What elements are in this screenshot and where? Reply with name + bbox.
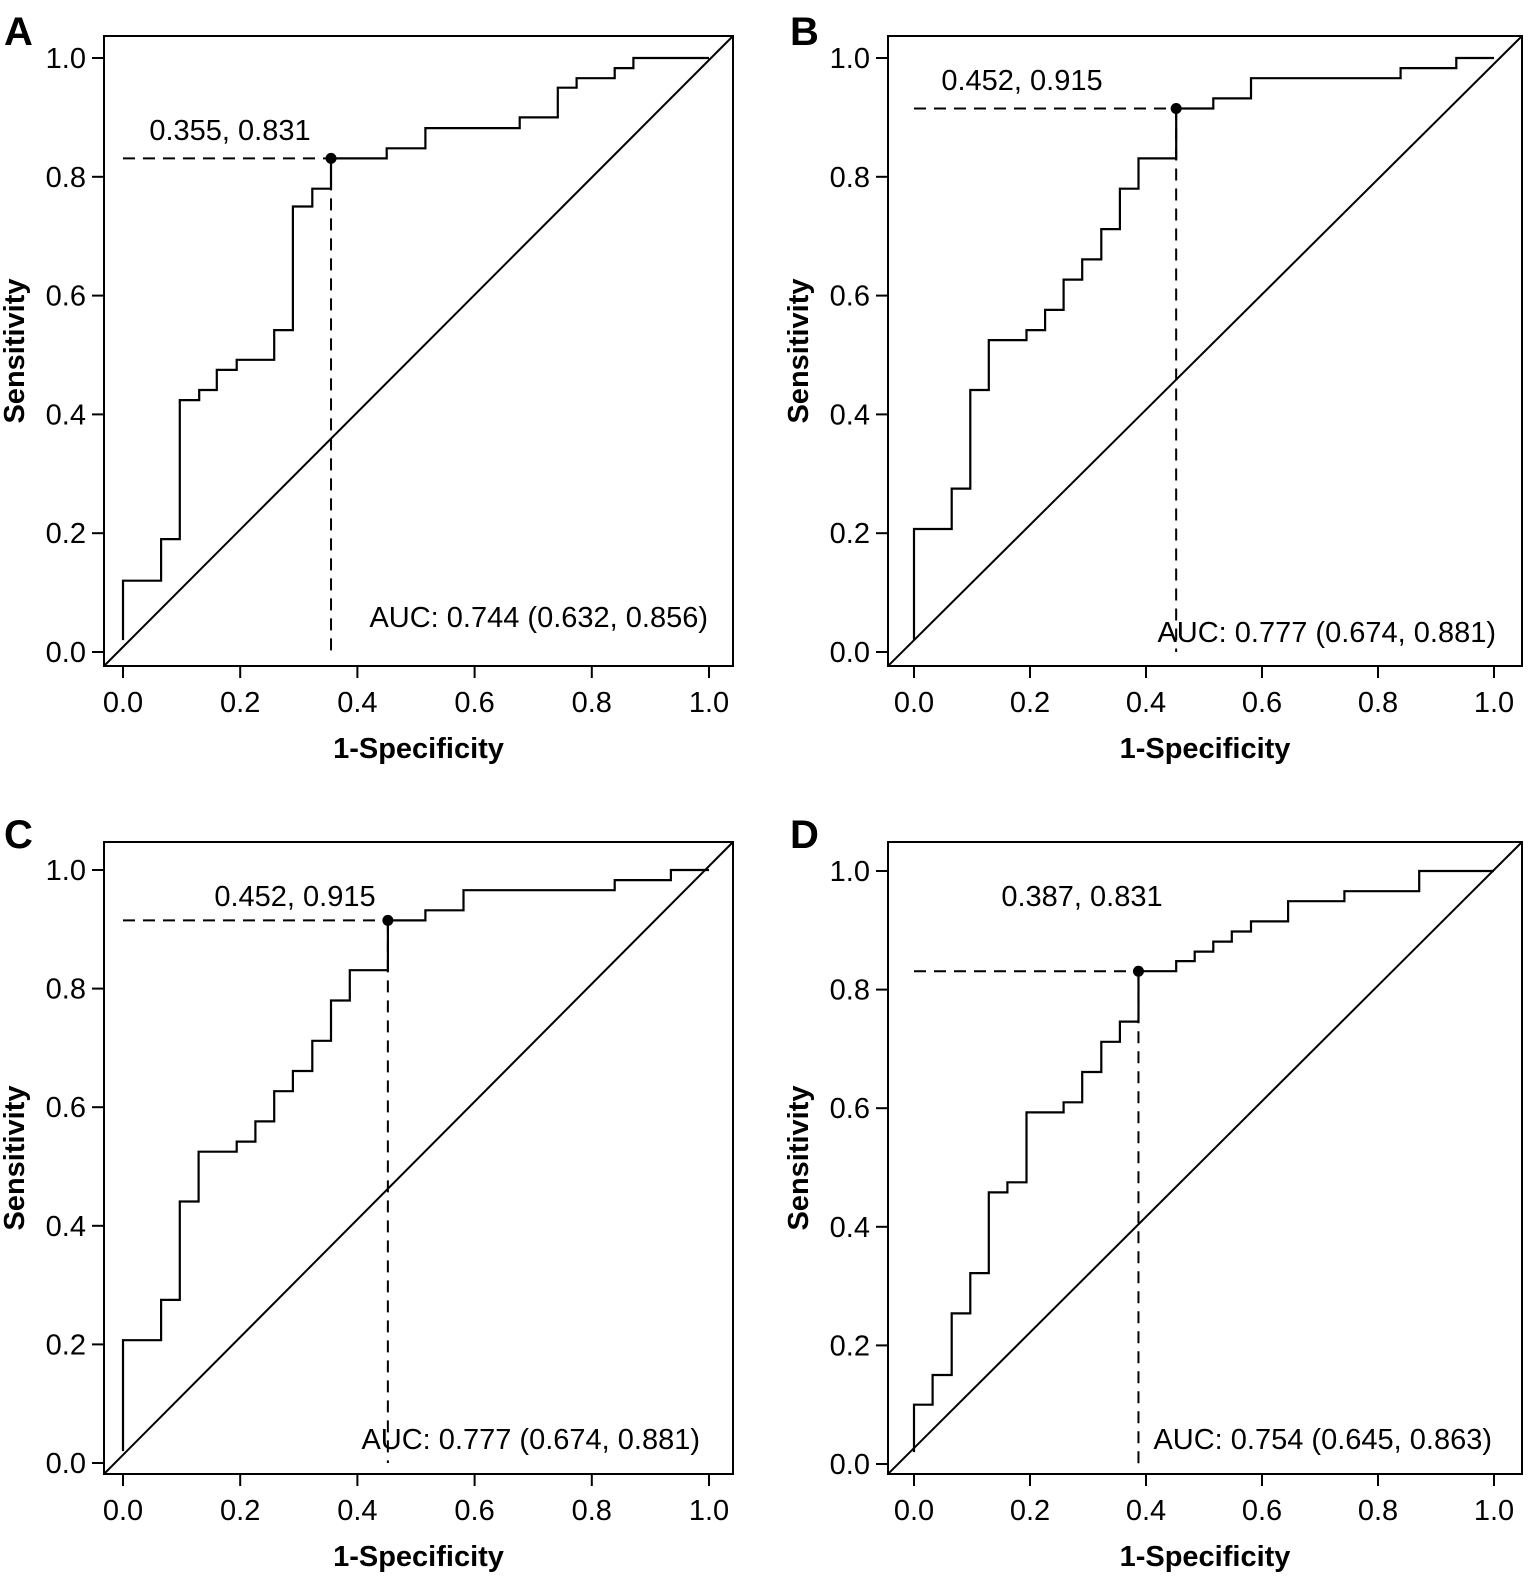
y-tick-label: 0.2 bbox=[830, 1330, 870, 1362]
plot-frame bbox=[887, 841, 1523, 1475]
x-tick-label: 0.6 bbox=[454, 687, 494, 719]
roc-curve bbox=[912, 869, 1494, 1453]
x-axis-title: 1-Specificity bbox=[333, 733, 504, 765]
reference-diagonal bbox=[103, 35, 734, 667]
y-tick-label: 1.0 bbox=[46, 855, 86, 887]
reference-diagonal bbox=[887, 841, 1523, 1475]
cutoff-label: 0.387, 0.831 bbox=[1001, 881, 1162, 913]
x-tick-label: 0.4 bbox=[337, 1495, 377, 1527]
cutoff-point bbox=[325, 152, 337, 164]
x-tick-label: 0.2 bbox=[220, 1495, 260, 1527]
x-tick-label: 0.0 bbox=[103, 687, 143, 719]
y-tick-label: 0.0 bbox=[46, 1448, 86, 1480]
x-axis-title: 1-Specificity bbox=[1120, 1541, 1291, 1573]
x-tick-label: 0.4 bbox=[337, 687, 377, 719]
x-tick-label: 0.0 bbox=[894, 1495, 934, 1527]
plot-frame bbox=[103, 841, 734, 1475]
y-tick-label: 0.6 bbox=[830, 281, 870, 313]
x-axis-title: 1-Specificity bbox=[333, 1541, 504, 1573]
y-tick-label: 0.8 bbox=[46, 162, 86, 194]
y-tick-label: 0.4 bbox=[830, 1212, 870, 1244]
roc-panel-b: B 0.0 0.2 0.4 0.6 0.8 1.0 0.0 0.2 0.4 0.6 0.8 1.0 1-S… bbox=[783, 10, 1523, 765]
x-tick-label: 1.0 bbox=[1474, 687, 1514, 719]
x-tick-label: 0.8 bbox=[1358, 687, 1398, 719]
y-tick-label: 1.0 bbox=[46, 43, 86, 75]
roc-curve bbox=[121, 56, 709, 641]
auc-label: AUC: 0.754 (0.645, 0.863) bbox=[1153, 1424, 1492, 1456]
auc-label: AUC: 0.777 (0.674, 0.881) bbox=[1157, 617, 1496, 649]
cutoff-point bbox=[1132, 965, 1144, 977]
x-tick-label: 0.4 bbox=[1126, 1495, 1166, 1527]
cutoff-label: 0.355, 0.831 bbox=[149, 115, 310, 147]
y-tick-label: 0.8 bbox=[830, 975, 870, 1007]
y-tick-label: 0.0 bbox=[830, 637, 870, 669]
y-tick-label: 0.6 bbox=[46, 1092, 86, 1124]
y-tick-label: 0.6 bbox=[46, 281, 86, 313]
y-axis-title: Sensitivity bbox=[783, 278, 815, 423]
y-tick-label: 1.0 bbox=[830, 43, 870, 75]
x-tick-label: 1.0 bbox=[689, 1495, 729, 1527]
roc-panel-d: D 0.0 0.2 0.4 0.6 0.8 1.0 0.0 0.2 0.4 0.6 0.8 1.0 1-S… bbox=[783, 813, 1523, 1573]
x-tick-label: 0.8 bbox=[1358, 1495, 1398, 1527]
x-tick-label: 0.8 bbox=[572, 687, 612, 719]
y-tick-label: 0.4 bbox=[46, 1211, 86, 1243]
cutoff-label: 0.452, 0.915 bbox=[941, 65, 1102, 97]
x-tick-label: 1.0 bbox=[1474, 1495, 1514, 1527]
cutoff-point bbox=[1170, 102, 1182, 114]
roc-curve bbox=[121, 868, 709, 1452]
panel-letter: C bbox=[4, 813, 33, 857]
y-tick-label: 0.8 bbox=[830, 162, 870, 194]
auc-label: AUC: 0.777 (0.674, 0.881) bbox=[361, 1424, 700, 1456]
y-tick-label: 0.0 bbox=[830, 1449, 870, 1481]
panel-letter: D bbox=[790, 813, 819, 857]
auc-label: AUC: 0.744 (0.632, 0.856) bbox=[369, 602, 708, 634]
reference-diagonal bbox=[887, 35, 1523, 667]
x-tick-label: 0.2 bbox=[1010, 687, 1050, 719]
roc-panel-c: C 0.0 0.2 0.4 0.6 0.8 1.0 0.0 0.2 0.4 0.6 0.8 1.0 1-S… bbox=[0, 813, 734, 1573]
x-tick-label: 0.2 bbox=[220, 687, 260, 719]
y-tick-label: 0.4 bbox=[46, 399, 86, 431]
y-tick-label: 0.2 bbox=[830, 518, 870, 550]
plot-frame bbox=[103, 35, 734, 667]
x-axis-title: 1-Specificity bbox=[1120, 733, 1291, 765]
roc-curve bbox=[912, 56, 1494, 641]
y-axis-title: Sensitivity bbox=[783, 1085, 815, 1230]
y-tick-label: 0.2 bbox=[46, 518, 86, 550]
x-tick-label: 0.6 bbox=[454, 1495, 494, 1527]
x-tick-label: 0.6 bbox=[1242, 687, 1282, 719]
y-axis-title: Sensitivity bbox=[0, 278, 31, 423]
y-tick-label: 0.6 bbox=[830, 1093, 870, 1125]
x-tick-label: 0.4 bbox=[1126, 687, 1166, 719]
x-tick-label: 1.0 bbox=[689, 687, 729, 719]
panel-letter: A bbox=[4, 10, 33, 54]
y-tick-label: 0.2 bbox=[46, 1329, 86, 1361]
cutoff-label: 0.452, 0.915 bbox=[214, 881, 375, 913]
y-tick-label: 0.4 bbox=[830, 399, 870, 431]
y-tick-label: 0.8 bbox=[46, 974, 86, 1006]
panel-letter: B bbox=[790, 10, 819, 54]
x-tick-label: 0.6 bbox=[1242, 1495, 1282, 1527]
roc-panel-a: A 0.0 0.2 0.4 0.6 0.8 1.0 0.0 0.2 0.4 0.6 0.8 1.0 1-S… bbox=[0, 10, 734, 765]
x-tick-label: 0.0 bbox=[103, 1495, 143, 1527]
y-tick-label: 1.0 bbox=[830, 856, 870, 888]
x-tick-label: 0.0 bbox=[894, 687, 934, 719]
y-tick-label: 0.0 bbox=[46, 637, 86, 669]
plot-frame bbox=[887, 35, 1523, 667]
x-tick-label: 0.8 bbox=[572, 1495, 612, 1527]
cutoff-point bbox=[382, 914, 394, 926]
x-tick-label: 0.2 bbox=[1010, 1495, 1050, 1527]
y-axis-title: Sensitivity bbox=[0, 1085, 31, 1230]
reference-diagonal bbox=[103, 841, 734, 1475]
